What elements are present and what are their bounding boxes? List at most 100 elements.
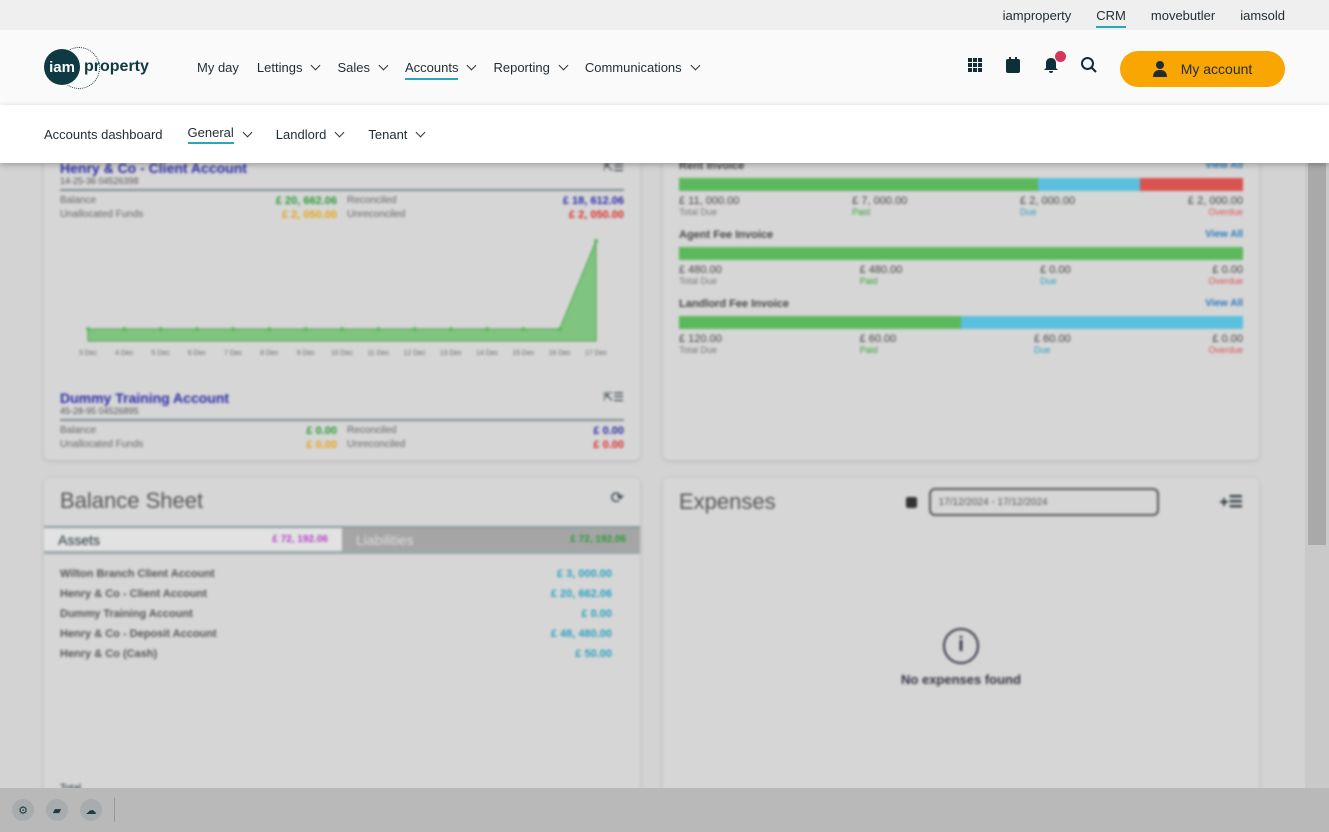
tab-liabilities[interactable]: Liabilities £ 72, 192.06 [342,528,640,551]
chart-point [485,327,490,331]
invoice-title: Rent Invoice [679,160,745,172]
chart-point [376,327,381,331]
subnav-landlord[interactable]: Landlord [275,126,345,142]
chevron-down-icon [690,60,701,71]
apps-grid-icon[interactable] [966,56,984,74]
search-icon[interactable] [1080,56,1098,74]
nav-lettings[interactable]: Lettings [257,60,321,75]
brand-link-crm[interactable]: CRM [1096,7,1126,28]
overdue-amount: £ 2, 000.00 [1187,195,1243,207]
view-all-link[interactable]: View All [1205,160,1243,171]
chart-point [303,327,308,331]
expenses-card: Expenses 17/12/2024 - 17/12/2024 +☰ i No… [663,478,1259,808]
view-all-link[interactable]: View All [1205,298,1243,309]
scrollbar-thumb[interactable] [1308,163,1326,545]
bar-segment [679,316,961,329]
unallocated-label: Unallocated Funds [60,209,144,220]
add-expense-icon[interactable]: +☰ [1219,494,1243,511]
nav-sales[interactable]: Sales [337,60,389,75]
balance-sheet-title: Balance Sheet [60,488,204,513]
account-name[interactable]: Dummy Training Account [60,390,230,406]
row-name: Dummy Training Account [60,608,193,620]
bell-icon [1044,58,1058,73]
account-name[interactable]: Henry & Co - Client Account [60,160,247,176]
chevron-down-icon [558,60,569,71]
user-icon [1152,61,1167,77]
balance-chart: 3 Dec 4 Dec 5 Dec 6 Dec 7 Dec 8 Dec 9 Dec 10 De… [79,239,608,357]
total-due: £ 480.00 [679,264,722,276]
subnav-label: General [187,125,234,144]
refresh-icon[interactable]: ⟳ [610,490,624,507]
invoices-card: Rent Invoice View All £ 11, 000.00 Total D… [663,140,1259,460]
chart-x-tick: 15 Dec [512,350,535,357]
bar-segment [679,247,1243,260]
calendar-icon[interactable] [1004,56,1022,74]
sub-nav: Accounts dashboard General Landlord Tena… [0,105,1329,163]
divider [114,798,115,822]
chart-point [158,327,163,331]
chart-point [267,327,272,331]
row-value: £ 20, 662.06 [550,588,612,600]
invoice-progress-bar [679,178,1243,191]
cloud-upload-icon[interactable]: ☁ [80,799,102,821]
view-all-link[interactable]: View All [1205,229,1243,240]
nav-accounts[interactable]: Accounts [404,60,477,75]
chevron-down-icon [334,127,345,137]
account-sort-code: 14-25-36 04526398 [60,176,139,186]
subnav-accounts-dashboard[interactable]: Accounts dashboard [44,127,163,142]
subnav-label: Landlord [275,126,327,142]
expenses-title: Expenses [679,489,776,514]
subnav-tenant[interactable]: Tenant [368,126,426,142]
my-account-button[interactable]: My account [1120,51,1285,87]
chevron-down-icon [242,127,253,137]
chart-x-tick: 5 Dec [151,350,170,357]
tab-assets[interactable]: Assets £ 72, 192.06 [44,528,342,551]
chart-area [87,240,597,342]
chart-point [448,327,453,331]
nav-my-day[interactable]: My day [197,60,239,75]
balance-value: £ 0.00 [306,425,337,437]
unreconciled-value: £ 0.00 [593,439,624,451]
chart-x-tick: 8 Dec [260,350,279,357]
nav-reporting[interactable]: Reporting [493,60,569,75]
balance-row: Henry & Co - Client Account £ 20, 662.06 [60,588,612,608]
logo[interactable]: iam property [44,47,149,89]
reconciled-value: £ 0.00 [593,425,624,437]
brand-link-iamproperty[interactable]: iamproperty [1002,7,1072,23]
open-and-menu-icon[interactable]: ⇱☰ [603,390,624,404]
subnav-label: Tenant [368,126,408,142]
chart-x-tick: 10 Dec [331,350,354,357]
brand-link-movebutler[interactable]: movebutler [1150,7,1216,23]
unallocated-value: £ 0.00 [306,439,337,451]
chevron-down-icon [311,60,321,71]
overdue-amount: £ 0.00 [1212,264,1243,276]
row-name: Wilton Branch Client Account [60,568,215,580]
inbox-icon[interactable]: ▰ [46,799,68,821]
chart-x-tick: 11 Dec [367,350,389,357]
notifications-button[interactable] [1042,51,1066,74]
date-range-input[interactable]: 17/12/2024 - 17/12/2024 [928,488,1159,516]
paid-amount: £ 7, 000.00 [852,195,908,207]
nav-communications[interactable]: Communications [584,60,701,75]
chart-x-tick: 16 Dec [549,350,572,357]
overdue-label: Overdue [1208,345,1243,355]
due-label: Due [1020,207,1037,217]
due-label: Due [1040,276,1057,286]
chart-x-tick: 4 Dec [115,350,134,357]
settings-icon[interactable]: ⚙ [12,799,34,821]
paid-amount: £ 480.00 [859,264,903,276]
unreconciled-label: Unreconciled [347,209,406,220]
due-amount: £ 0.00 [1040,264,1071,276]
open-and-menu-icon[interactable]: ⇱☰ [603,160,624,174]
nav-label: Accounts [404,60,459,75]
chart-x-tick: 17 Dec [585,350,608,357]
calendar-icon [905,496,917,508]
chart-point [594,239,598,243]
chart-x-tick: 13 Dec [440,350,463,357]
subnav-general[interactable]: General [187,125,253,144]
brand-link-iamsold[interactable]: iamsold [1240,7,1285,23]
row-value: £ 48, 480.00 [550,628,612,640]
bank-accounts-card: Henry & Co - Client Account ⇱☰ 14-25-36 0… [44,140,640,460]
nav-label: Communications [584,60,682,75]
balance-row: Henry & Co - Deposit Account £ 48, 480.00 [60,628,612,648]
